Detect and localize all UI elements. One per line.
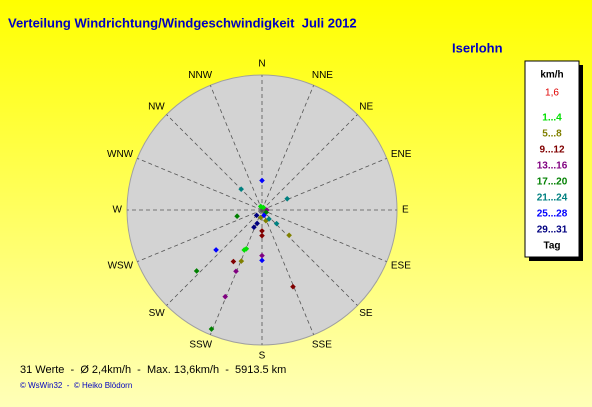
data-point xyxy=(259,177,265,184)
direction-line xyxy=(261,157,387,211)
legend-entry: 21...24 xyxy=(537,193,568,204)
data-point xyxy=(233,268,239,275)
legend-entry: 29...31 xyxy=(537,225,568,236)
data-point xyxy=(193,268,200,274)
direction-label: NNE xyxy=(312,70,333,81)
direction-label: ESE xyxy=(391,261,411,272)
legend-entry: 25...28 xyxy=(537,209,568,220)
data-point xyxy=(259,228,265,234)
direction-label: NNW xyxy=(188,70,212,81)
direction-line xyxy=(209,85,263,211)
footer: 31 Werte - Ø 2,4km/h - Max. 13,6km/h - 5… xyxy=(20,364,286,376)
legend-scale: 1,6 xyxy=(545,88,559,99)
data-point xyxy=(257,214,264,221)
direction-label: N xyxy=(258,59,265,70)
direction-label: E xyxy=(402,205,409,216)
legend-entry: 17...20 xyxy=(537,177,568,188)
direction-label: SSW xyxy=(189,340,212,351)
data-point xyxy=(238,258,245,264)
legend-title: km/h xyxy=(540,70,563,81)
data-point xyxy=(290,283,296,290)
data-point xyxy=(253,212,260,219)
data-point xyxy=(259,252,265,259)
direction-label: ENE xyxy=(391,149,412,160)
chart-subtitle: Iserlohn xyxy=(452,40,503,55)
direction-label: S xyxy=(259,351,266,362)
data-point xyxy=(234,213,240,220)
direction-label: SW xyxy=(149,308,166,319)
legend-entry: 1...4 xyxy=(542,113,562,124)
direction-label: W xyxy=(113,205,123,216)
data-point xyxy=(259,257,265,264)
direction-line xyxy=(137,209,263,263)
direction-label: SSE xyxy=(312,340,332,351)
direction-line xyxy=(261,114,358,211)
chart-title: Verteilung Windrichtung/Windgeschwindigk… xyxy=(8,15,357,30)
legend-entry: 9...12 xyxy=(539,145,564,156)
data-point xyxy=(286,232,292,239)
data-point xyxy=(241,247,248,253)
direction-label: NW xyxy=(148,101,165,112)
direction-label: SE xyxy=(359,308,373,319)
direction-line xyxy=(261,209,358,306)
data-point xyxy=(208,326,215,332)
data-point xyxy=(230,258,237,265)
direction-line xyxy=(166,209,263,306)
legend-box xyxy=(524,60,580,258)
data-point xyxy=(259,232,265,239)
data-point xyxy=(254,220,260,227)
legend-entry: 5...8 xyxy=(542,129,562,140)
legend-footer: Tag xyxy=(543,241,560,252)
data-point xyxy=(251,224,257,231)
direction-line xyxy=(261,209,387,263)
data-point xyxy=(284,195,290,202)
data-point xyxy=(261,212,267,219)
direction-label: WSW xyxy=(108,261,134,272)
data-point xyxy=(263,217,269,224)
credits: © WsWin32 - © Heiko Blödorn xyxy=(20,381,132,390)
data-point xyxy=(266,216,272,222)
direction-line xyxy=(261,85,315,211)
data-point xyxy=(263,209,269,216)
data-point xyxy=(238,186,244,192)
data-point xyxy=(222,293,229,300)
data-point xyxy=(273,220,280,227)
data-point xyxy=(257,203,264,210)
direction-label: WNW xyxy=(107,149,134,160)
legend-entry: 13...16 xyxy=(537,161,568,172)
direction-line xyxy=(209,209,263,335)
direction-line xyxy=(137,157,263,211)
direction-label: NE xyxy=(359,101,373,112)
direction-line xyxy=(261,209,315,335)
direction-line xyxy=(166,114,263,211)
data-point xyxy=(213,247,219,253)
